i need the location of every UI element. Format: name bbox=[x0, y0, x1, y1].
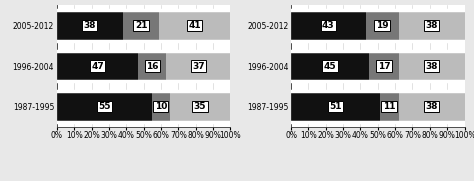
Text: 51: 51 bbox=[329, 102, 342, 111]
Text: 38: 38 bbox=[83, 21, 96, 30]
Text: 41: 41 bbox=[189, 21, 201, 30]
Bar bbox=[291, 52, 369, 81]
Text: 11: 11 bbox=[383, 102, 395, 111]
Bar bbox=[159, 11, 230, 40]
Bar bbox=[369, 52, 399, 81]
Bar bbox=[399, 52, 465, 81]
Text: 43: 43 bbox=[322, 21, 335, 30]
Text: 45: 45 bbox=[324, 62, 337, 71]
Text: 38: 38 bbox=[425, 102, 438, 111]
Bar bbox=[365, 11, 399, 40]
Text: 38: 38 bbox=[425, 21, 438, 30]
Bar bbox=[399, 11, 465, 40]
Text: 16: 16 bbox=[146, 62, 158, 71]
Text: 19: 19 bbox=[376, 21, 388, 30]
Bar bbox=[138, 52, 166, 81]
Text: 35: 35 bbox=[194, 102, 206, 111]
Bar bbox=[123, 11, 159, 40]
Bar bbox=[57, 52, 138, 81]
Bar bbox=[57, 11, 123, 40]
Text: 47: 47 bbox=[91, 62, 104, 71]
Bar bbox=[380, 92, 399, 121]
Text: 55: 55 bbox=[98, 102, 111, 111]
Text: 21: 21 bbox=[135, 21, 147, 30]
Text: 10: 10 bbox=[155, 102, 167, 111]
Bar bbox=[152, 92, 170, 121]
Bar bbox=[399, 92, 465, 121]
Bar bbox=[166, 52, 230, 81]
Text: 37: 37 bbox=[192, 62, 205, 71]
Text: 17: 17 bbox=[378, 62, 390, 71]
Bar bbox=[57, 92, 152, 121]
Bar bbox=[170, 92, 230, 121]
Bar bbox=[291, 11, 365, 40]
Bar bbox=[291, 92, 380, 121]
Text: 38: 38 bbox=[425, 62, 438, 71]
